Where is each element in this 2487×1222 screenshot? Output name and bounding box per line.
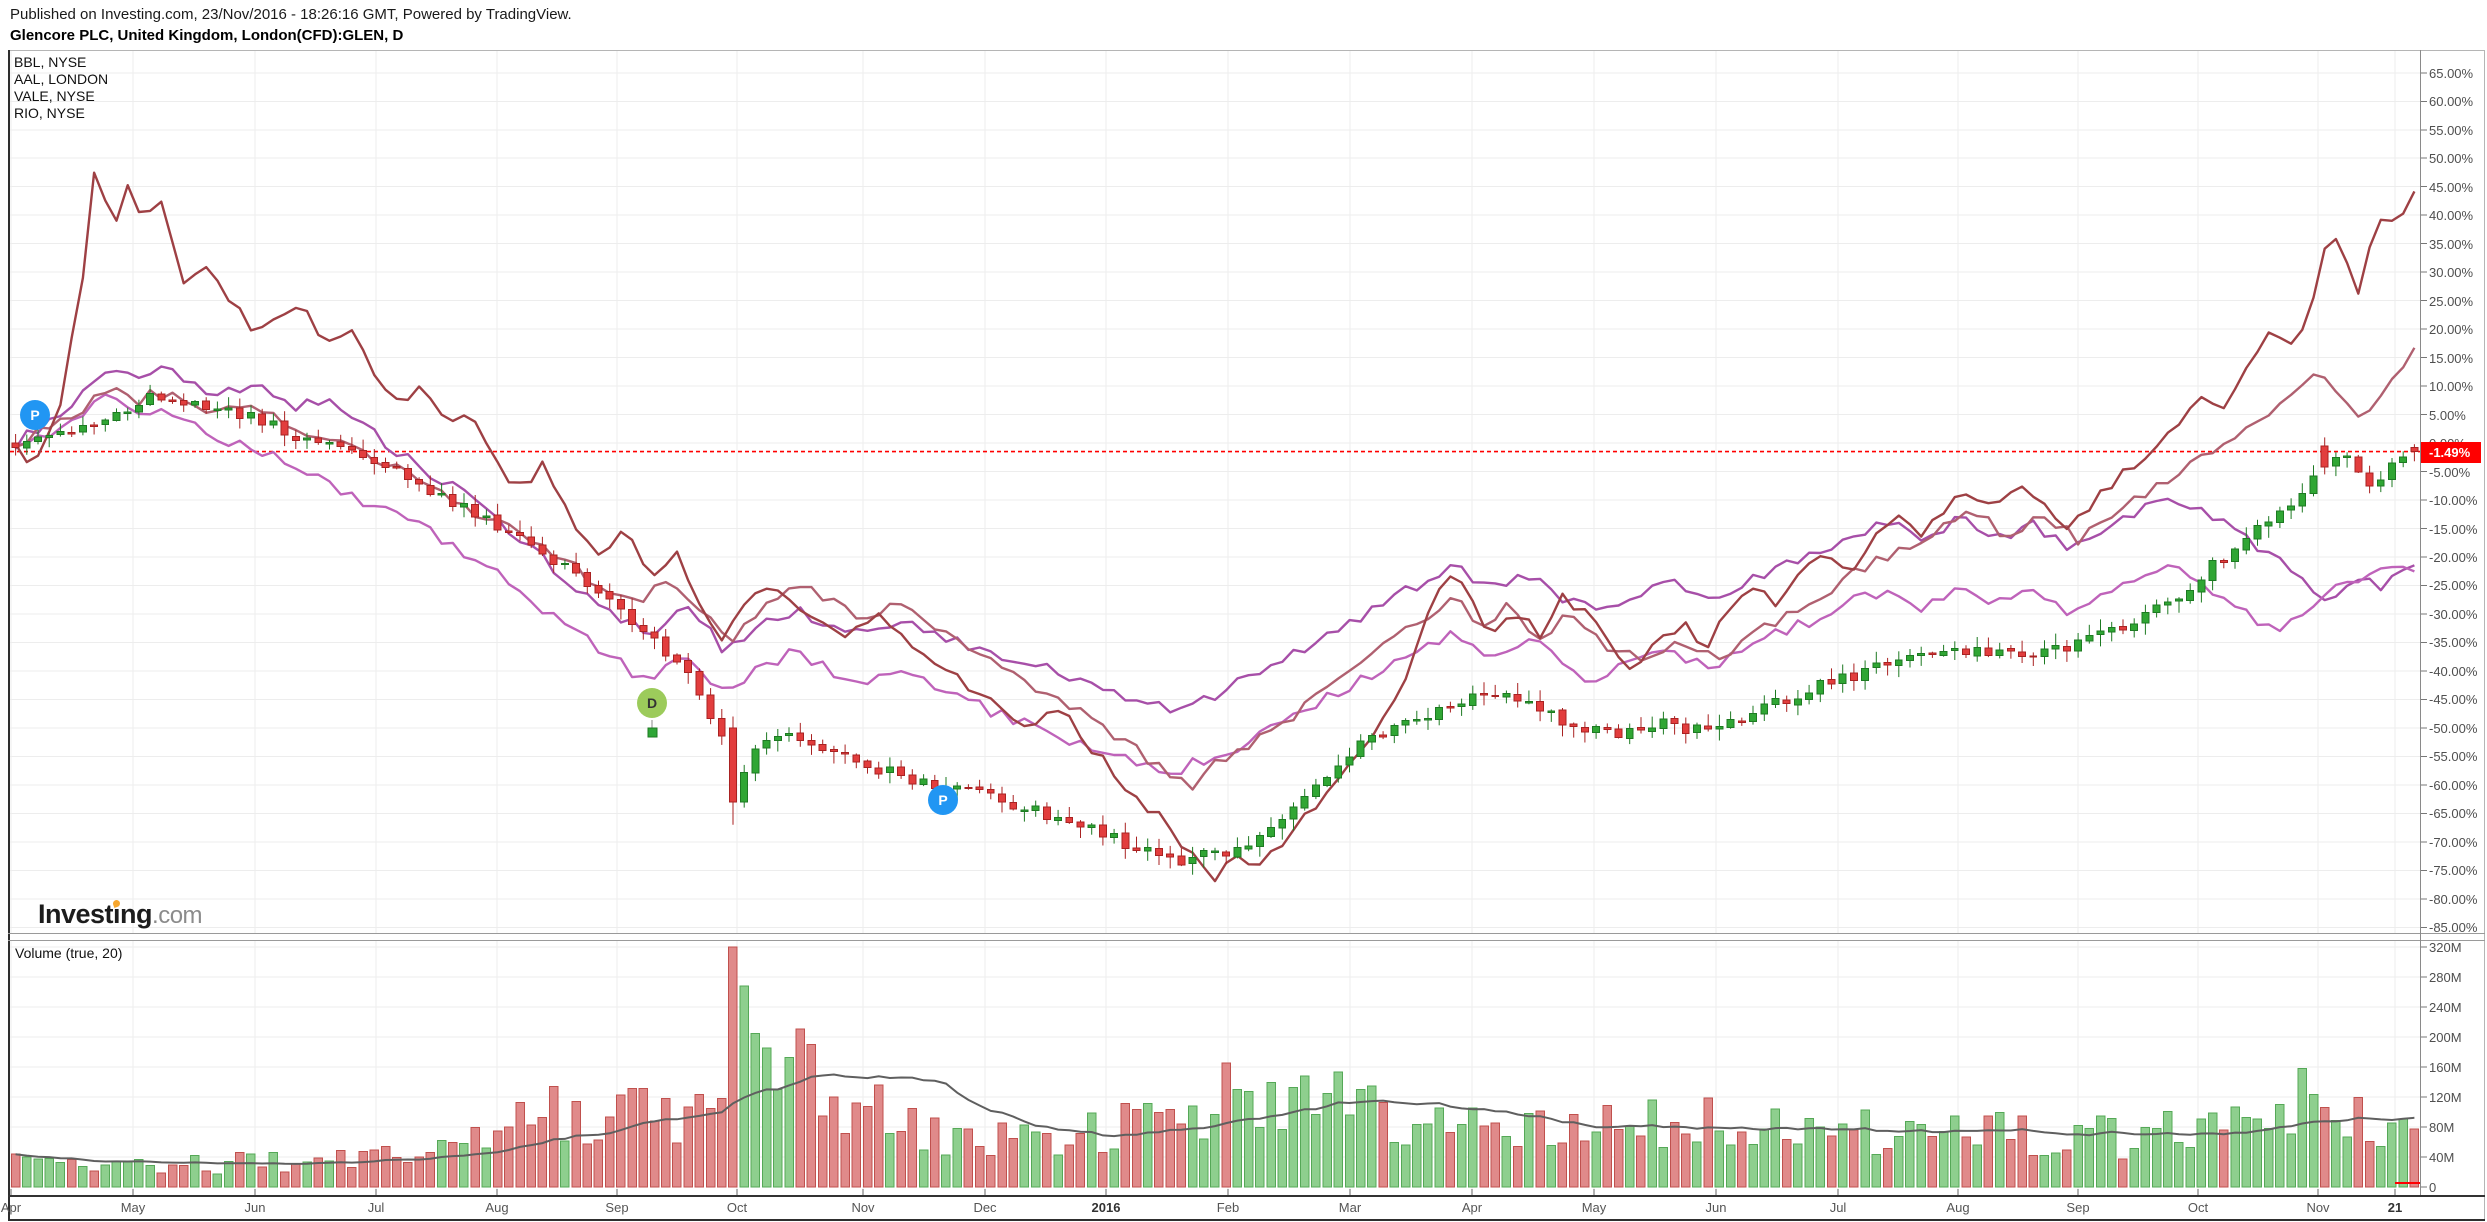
price-tick-label: 30.00% — [2429, 265, 2474, 281]
event-marker-icon[interactable]: P — [20, 400, 50, 430]
price-tick-label: -5.00% — [2429, 464, 2471, 480]
price-tick-label: 60.00% — [2429, 94, 2474, 110]
volume-tick-label: 160M — [2429, 1060, 2462, 1075]
price-tick-label: -80.00% — [2429, 891, 2478, 907]
price-tick-label: -45.00% — [2429, 692, 2478, 708]
price-tick-label: 50.00% — [2429, 151, 2474, 167]
time-tick-label: Jun — [244, 1200, 266, 1215]
time-tick-label: Oct — [2187, 1200, 2209, 1215]
price-tick-label: -60.00% — [2429, 777, 2478, 793]
volume-tick-label: 240M — [2429, 1000, 2462, 1015]
price-tick-label: -10.00% — [2429, 493, 2478, 509]
price-tick-label: -30.00% — [2429, 606, 2478, 622]
price-tick-label: 40.00% — [2429, 208, 2474, 224]
price-tick-label: 45.00% — [2429, 179, 2474, 195]
price-tick-label: -70.00% — [2429, 834, 2478, 850]
time-tick-label: Nov — [851, 1200, 875, 1215]
time-tick-label: Apr — [1461, 1200, 1483, 1215]
volume-tick-label: 200M — [2429, 1030, 2462, 1045]
price-tick-label: 10.00% — [2429, 379, 2474, 395]
price-tick-label: -35.00% — [2429, 635, 2478, 651]
volume-tick-label: 120M — [2429, 1090, 2462, 1105]
logo-tld-text: .com — [152, 902, 203, 929]
volume-indicator-label: Volume (true, 20) — [15, 945, 123, 961]
legend-item-rio[interactable]: RIO, NYSE — [14, 105, 85, 121]
volume-tick-label: 0 — [2429, 1180, 2437, 1195]
time-tick-label: Aug — [485, 1200, 509, 1215]
time-tick-label: Oct — [726, 1200, 748, 1215]
price-tick-label: -85.00% — [2429, 920, 2478, 936]
price-tick-label: 5.00% — [2429, 407, 2466, 423]
price-tick-label: 15.00% — [2429, 350, 2474, 366]
price-tick-label: -55.00% — [2429, 749, 2478, 765]
legend-item-aal[interactable]: AAL, LONDON — [14, 71, 109, 87]
published-line: Published on Investing.com, 23/Nov/2016 … — [10, 6, 572, 23]
event-marker-icon[interactable]: P — [928, 785, 958, 815]
volume-tick-label: 80M — [2429, 1120, 2455, 1135]
time-tick-label: Sep — [2066, 1200, 2090, 1215]
time-tick-label: May — [1581, 1200, 1607, 1215]
compare-line-rio — [15, 347, 2416, 791]
investing-logo: Investing.com — [38, 899, 203, 930]
volume-tick-label: 40M — [2429, 1150, 2455, 1165]
time-tick-label: May — [120, 1200, 146, 1215]
chart-title: Glencore PLC, United Kingdom, London(CFD… — [10, 27, 404, 44]
price-tick-label: -25.00% — [2429, 578, 2478, 594]
time-tick-label: Jul — [1829, 1200, 1847, 1215]
time-tick-label: 2016 — [1091, 1200, 1121, 1215]
time-tick-label: Mar — [1338, 1200, 1362, 1215]
price-tick-label: -40.00% — [2429, 663, 2478, 679]
volume-tick-label: 320M — [2429, 940, 2462, 955]
volume-tick-label: 280M — [2429, 970, 2462, 985]
price-tick-label: 35.00% — [2429, 236, 2474, 252]
last-price-label: -1.49% — [2421, 441, 2481, 463]
price-tick-label: 55.00% — [2429, 122, 2474, 138]
price-tick-label: -15.00% — [2429, 521, 2478, 537]
logo-brand-text: Investing — [38, 899, 153, 929]
time-tick-label: Apr — [0, 1200, 22, 1215]
compare-legend: BBL, NYSE AAL, LONDON VALE, NYSE RIO, NYSE — [14, 54, 108, 122]
time-tick-label: Dec — [973, 1200, 997, 1215]
compare-line-aal — [14, 171, 2416, 883]
time-tick-label: Nov — [2306, 1200, 2330, 1215]
compare-line-bbl — [14, 365, 2415, 714]
price-tick-label: -65.00% — [2429, 806, 2478, 822]
price-tick-label: -50.00% — [2429, 720, 2478, 736]
time-tick-label: Jul — [367, 1200, 385, 1215]
time-tick-label: Jun — [1705, 1200, 1727, 1215]
legend-item-vale[interactable]: VALE, NYSE — [14, 88, 95, 104]
price-tick-label: 20.00% — [2429, 322, 2474, 338]
time-tick-label: Sep — [605, 1200, 629, 1215]
price-tick-label: -20.00% — [2429, 550, 2478, 565]
time-tick-label: 21 — [2387, 1200, 2403, 1215]
legend-item-bbl[interactable]: BBL, NYSE — [14, 54, 87, 70]
price-tick-label: 65.00% — [2429, 65, 2474, 81]
time-tick-label: Aug — [1946, 1200, 1970, 1215]
time-tick-label: Feb — [1216, 1200, 1240, 1215]
price-tick-label: -75.00% — [2429, 863, 2478, 879]
price-tick-label: 25.00% — [2429, 293, 2474, 309]
dividend-marker-icon[interactable]: D — [637, 688, 667, 718]
compare-line-vale — [15, 393, 2415, 775]
